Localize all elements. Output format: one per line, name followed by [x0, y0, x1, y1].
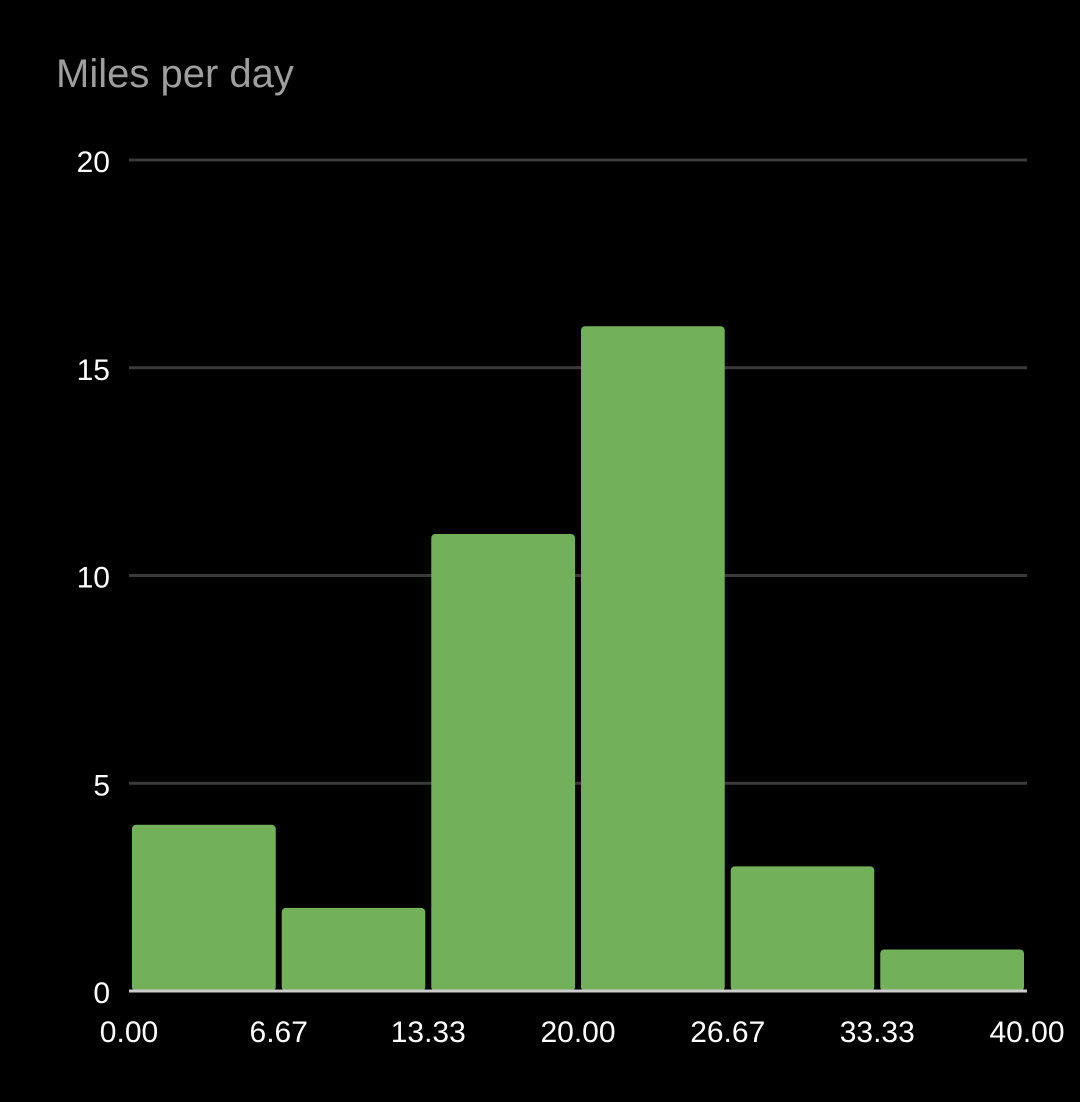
x-tick-label: 0.00	[100, 1016, 158, 1049]
x-tick-label: 40.00	[989, 1016, 1064, 1049]
y-tick-label: 5	[93, 769, 110, 802]
histogram-bar	[431, 533, 575, 991]
histogram-bar	[281, 907, 426, 991]
x-tick-label: 20.00	[540, 1016, 615, 1049]
histogram-bar	[880, 949, 1024, 991]
y-axis-ticks: 0 5 10 15 20	[77, 146, 110, 1010]
x-tick-label: 6.67	[250, 1016, 308, 1049]
y-tick-label: 15	[77, 354, 110, 387]
y-tick-label: 10	[77, 562, 110, 595]
x-tick-label: 26.67	[690, 1016, 765, 1049]
y-tick-label: 0	[93, 977, 110, 1010]
histogram-bar	[730, 866, 875, 991]
chart-title: Miles per day	[56, 52, 294, 96]
histogram-bar	[132, 824, 276, 991]
x-tick-label: 13.33	[391, 1016, 466, 1049]
gridlines	[129, 158, 1027, 785]
bars	[132, 326, 1024, 991]
x-axis-ticks: 0.00 6.67 13.33 20.00 26.67 33.33 40.00	[100, 1016, 1065, 1049]
histogram-bar	[581, 326, 725, 991]
x-tick-label: 33.33	[840, 1016, 915, 1049]
y-tick-label: 20	[77, 146, 110, 179]
